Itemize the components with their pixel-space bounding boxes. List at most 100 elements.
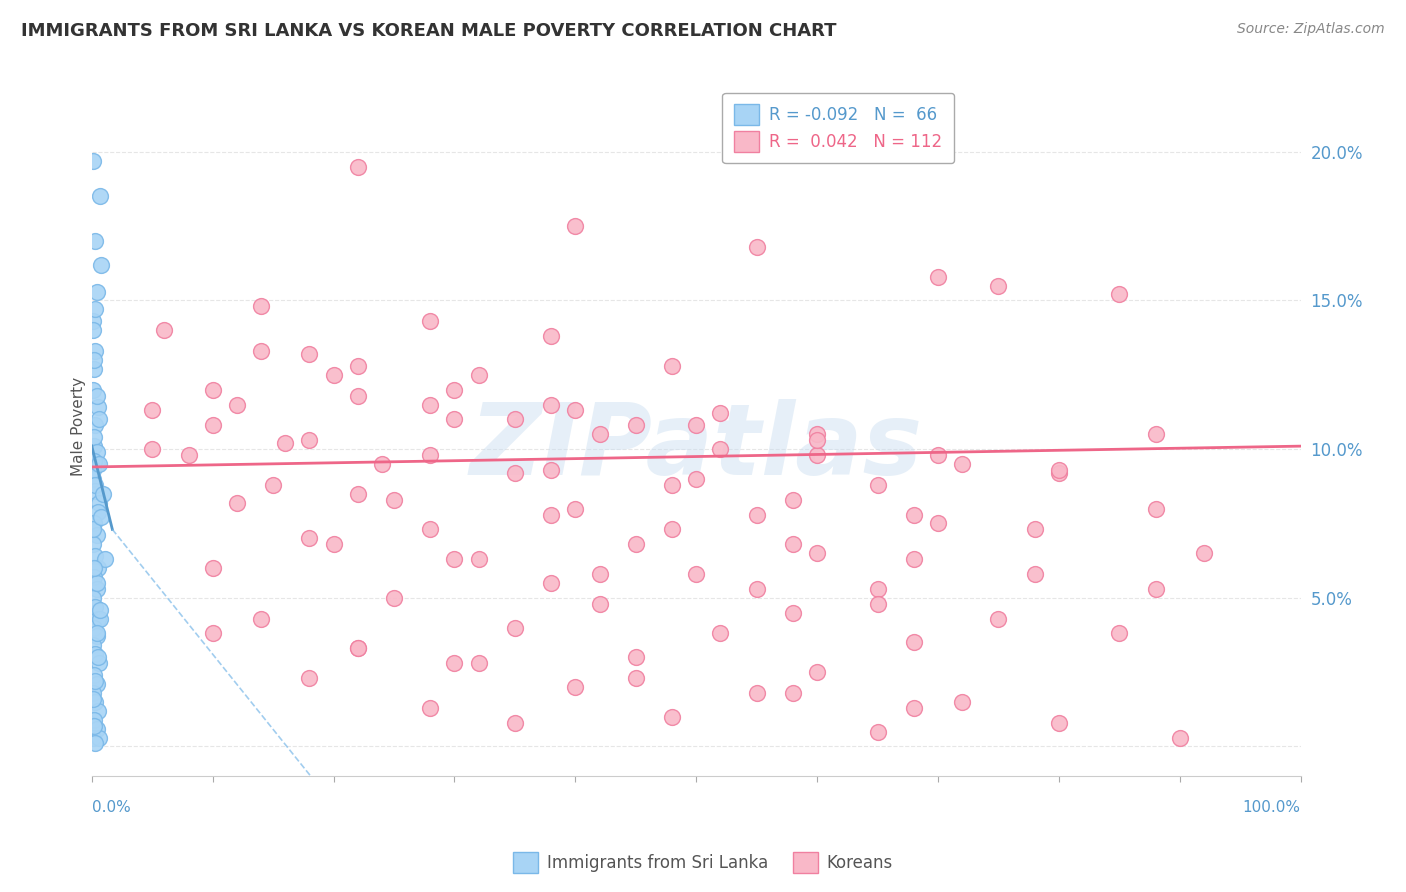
Point bbox=[1047, 466, 1070, 480]
Point bbox=[86, 388, 108, 402]
Point bbox=[540, 508, 562, 522]
Point bbox=[588, 597, 610, 611]
Point bbox=[443, 552, 465, 566]
Point bbox=[564, 219, 586, 233]
Point bbox=[86, 629, 108, 643]
Point bbox=[346, 486, 368, 500]
Point bbox=[806, 665, 828, 679]
Point bbox=[298, 433, 321, 447]
Point bbox=[84, 483, 107, 498]
Point bbox=[82, 537, 104, 551]
Point bbox=[86, 445, 108, 459]
Point bbox=[86, 457, 108, 471]
Point bbox=[90, 510, 112, 524]
Point bbox=[87, 704, 110, 718]
Point bbox=[443, 656, 465, 670]
Point bbox=[83, 516, 105, 531]
Point bbox=[87, 656, 110, 670]
Point bbox=[84, 302, 107, 317]
Point bbox=[82, 463, 104, 477]
Point bbox=[685, 472, 707, 486]
Point bbox=[382, 591, 405, 605]
Point bbox=[806, 427, 828, 442]
Point bbox=[903, 508, 925, 522]
Point bbox=[782, 537, 804, 551]
Point bbox=[866, 477, 889, 491]
Point bbox=[540, 329, 562, 343]
Point bbox=[806, 433, 828, 447]
Point bbox=[782, 492, 804, 507]
Point bbox=[1168, 731, 1191, 745]
Point bbox=[94, 552, 117, 566]
Text: 100.0%: 100.0% bbox=[1243, 800, 1301, 815]
Point bbox=[225, 495, 247, 509]
Point bbox=[298, 347, 321, 361]
Point bbox=[903, 700, 925, 714]
Point bbox=[82, 686, 104, 700]
Point bbox=[153, 323, 176, 337]
Point bbox=[250, 343, 273, 358]
Point bbox=[709, 406, 731, 420]
Point bbox=[927, 516, 949, 531]
Point bbox=[419, 522, 441, 536]
Point bbox=[82, 691, 104, 706]
Y-axis label: Male Poverty: Male Poverty bbox=[72, 377, 86, 476]
Point bbox=[83, 439, 105, 453]
Point bbox=[84, 343, 107, 358]
Point bbox=[866, 582, 889, 596]
Point bbox=[86, 285, 108, 299]
Point bbox=[87, 731, 110, 745]
Point bbox=[201, 626, 224, 640]
Point bbox=[866, 597, 889, 611]
Point bbox=[503, 620, 526, 634]
Point bbox=[82, 591, 104, 605]
Point bbox=[83, 454, 105, 468]
Point bbox=[87, 412, 110, 426]
Point bbox=[371, 457, 394, 471]
Point bbox=[467, 656, 489, 670]
Point bbox=[346, 641, 368, 656]
Point bbox=[84, 599, 107, 614]
Point bbox=[903, 635, 925, 649]
Point bbox=[82, 522, 104, 536]
Point bbox=[685, 418, 707, 433]
Point bbox=[87, 504, 110, 518]
Point bbox=[443, 383, 465, 397]
Point bbox=[262, 477, 284, 491]
Point bbox=[806, 448, 828, 462]
Point bbox=[83, 430, 105, 444]
Point bbox=[745, 686, 768, 700]
Point bbox=[346, 641, 368, 656]
Point bbox=[87, 561, 110, 575]
Point bbox=[419, 448, 441, 462]
Point bbox=[82, 731, 104, 745]
Point bbox=[87, 457, 110, 471]
Point bbox=[419, 397, 441, 411]
Point bbox=[1108, 626, 1130, 640]
Point bbox=[624, 650, 647, 665]
Point bbox=[84, 549, 107, 563]
Point bbox=[83, 570, 105, 584]
Point bbox=[1108, 287, 1130, 301]
Point bbox=[588, 427, 610, 442]
Point bbox=[83, 713, 105, 727]
Point bbox=[661, 522, 683, 536]
Point bbox=[588, 566, 610, 581]
Point bbox=[782, 606, 804, 620]
Point bbox=[87, 611, 110, 625]
Point bbox=[382, 492, 405, 507]
Point bbox=[141, 442, 163, 456]
Point bbox=[322, 368, 344, 382]
Point bbox=[84, 234, 107, 248]
Point bbox=[83, 561, 105, 575]
Point bbox=[745, 582, 768, 596]
Point bbox=[322, 537, 344, 551]
Point bbox=[201, 383, 224, 397]
Point bbox=[84, 647, 107, 661]
Point bbox=[950, 695, 973, 709]
Point bbox=[987, 611, 1010, 625]
Point bbox=[82, 314, 104, 328]
Point bbox=[540, 463, 562, 477]
Point bbox=[1144, 427, 1167, 442]
Point bbox=[564, 403, 586, 417]
